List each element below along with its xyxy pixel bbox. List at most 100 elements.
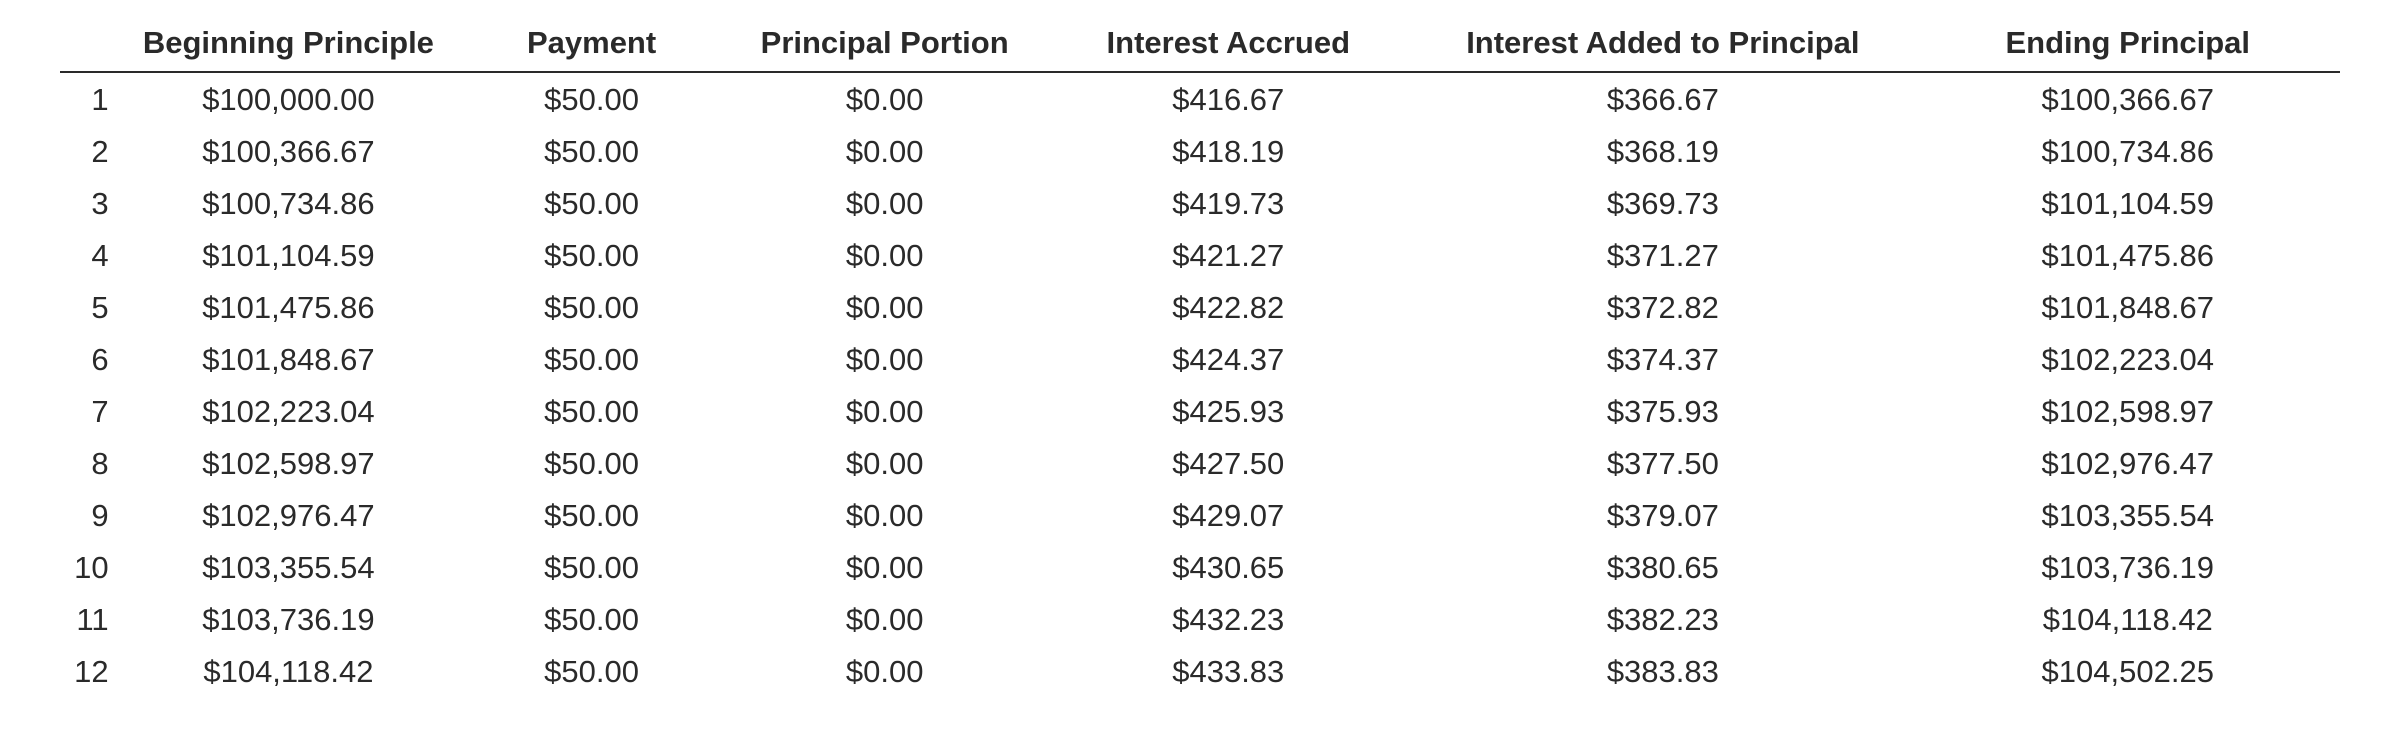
cell-beginning-principle: $104,118.42	[117, 645, 461, 697]
col-header-interest-accrued: Interest Accrued	[1046, 24, 1410, 72]
cell-ending-principal: $103,736.19	[1916, 541, 2341, 593]
cell-beginning-principle: $101,848.67	[117, 333, 461, 385]
cell-ending-principal: $104,118.42	[1916, 593, 2341, 645]
table-body: 1 $100,000.00 $50.00 $0.00 $416.67 $366.…	[60, 72, 2340, 697]
table-row: 2 $100,366.67 $50.00 $0.00 $418.19 $368.…	[60, 125, 2340, 177]
cell-ending-principal: $100,734.86	[1916, 125, 2341, 177]
cell-interest-accrued: $419.73	[1046, 177, 1410, 229]
cell-principal-portion: $0.00	[723, 281, 1046, 333]
table-row: 3 $100,734.86 $50.00 $0.00 $419.73 $369.…	[60, 177, 2340, 229]
cell-ending-principal: $101,475.86	[1916, 229, 2341, 281]
col-header-beginning-principle: Beginning Principle	[117, 24, 461, 72]
cell-payment: $50.00	[460, 593, 723, 645]
cell-rownum: 9	[60, 489, 117, 541]
cell-interest-accrued: $416.67	[1046, 72, 1410, 125]
cell-principal-portion: $0.00	[723, 72, 1046, 125]
cell-beginning-principle: $100,366.67	[117, 125, 461, 177]
table-row: 7 $102,223.04 $50.00 $0.00 $425.93 $375.…	[60, 385, 2340, 437]
col-header-ending-principal: Ending Principal	[1916, 24, 2341, 72]
cell-payment: $50.00	[460, 177, 723, 229]
cell-interest-accrued: $429.07	[1046, 489, 1410, 541]
cell-payment: $50.00	[460, 229, 723, 281]
cell-ending-principal: $102,223.04	[1916, 333, 2341, 385]
cell-rownum: 1	[60, 72, 117, 125]
table-row: 11 $103,736.19 $50.00 $0.00 $432.23 $382…	[60, 593, 2340, 645]
cell-rownum: 11	[60, 593, 117, 645]
cell-interest-added: $368.19	[1410, 125, 1915, 177]
cell-beginning-principle: $102,223.04	[117, 385, 461, 437]
cell-ending-principal: $103,355.54	[1916, 489, 2341, 541]
cell-ending-principal: $100,366.67	[1916, 72, 2341, 125]
col-header-payment: Payment	[460, 24, 723, 72]
table-row: 9 $102,976.47 $50.00 $0.00 $429.07 $379.…	[60, 489, 2340, 541]
cell-interest-accrued: $422.82	[1046, 281, 1410, 333]
cell-rownum: 8	[60, 437, 117, 489]
cell-ending-principal: $102,598.97	[1916, 385, 2341, 437]
col-header-rownum	[60, 24, 117, 72]
cell-principal-portion: $0.00	[723, 229, 1046, 281]
cell-interest-accrued: $427.50	[1046, 437, 1410, 489]
cell-principal-portion: $0.00	[723, 125, 1046, 177]
cell-payment: $50.00	[460, 281, 723, 333]
cell-payment: $50.00	[460, 437, 723, 489]
cell-interest-added: $382.23	[1410, 593, 1915, 645]
cell-interest-accrued: $421.27	[1046, 229, 1410, 281]
cell-interest-accrued: $433.83	[1046, 645, 1410, 697]
cell-principal-portion: $0.00	[723, 645, 1046, 697]
table-header-row: Beginning Principle Payment Principal Po…	[60, 24, 2340, 72]
cell-beginning-principle: $102,598.97	[117, 437, 461, 489]
cell-principal-portion: $0.00	[723, 541, 1046, 593]
cell-beginning-principle: $102,976.47	[117, 489, 461, 541]
cell-rownum: 10	[60, 541, 117, 593]
cell-interest-accrued: $425.93	[1046, 385, 1410, 437]
cell-principal-portion: $0.00	[723, 489, 1046, 541]
cell-interest-accrued: $432.23	[1046, 593, 1410, 645]
cell-interest-accrued: $430.65	[1046, 541, 1410, 593]
cell-interest-added: $375.93	[1410, 385, 1915, 437]
cell-principal-portion: $0.00	[723, 593, 1046, 645]
table-row: 8 $102,598.97 $50.00 $0.00 $427.50 $377.…	[60, 437, 2340, 489]
cell-interest-added: $372.82	[1410, 281, 1915, 333]
cell-interest-added: $383.83	[1410, 645, 1915, 697]
cell-interest-added: $369.73	[1410, 177, 1915, 229]
cell-payment: $50.00	[460, 489, 723, 541]
cell-beginning-principle: $101,104.59	[117, 229, 461, 281]
cell-payment: $50.00	[460, 385, 723, 437]
cell-payment: $50.00	[460, 333, 723, 385]
cell-interest-added: $374.37	[1410, 333, 1915, 385]
cell-payment: $50.00	[460, 125, 723, 177]
cell-payment: $50.00	[460, 645, 723, 697]
table-row: 12 $104,118.42 $50.00 $0.00 $433.83 $383…	[60, 645, 2340, 697]
cell-rownum: 7	[60, 385, 117, 437]
cell-principal-portion: $0.00	[723, 333, 1046, 385]
cell-interest-accrued: $418.19	[1046, 125, 1410, 177]
table-row: 10 $103,355.54 $50.00 $0.00 $430.65 $380…	[60, 541, 2340, 593]
cell-principal-portion: $0.00	[723, 385, 1046, 437]
cell-rownum: 6	[60, 333, 117, 385]
amortization-table: Beginning Principle Payment Principal Po…	[60, 24, 2340, 697]
cell-ending-principal: $101,104.59	[1916, 177, 2341, 229]
table-row: 6 $101,848.67 $50.00 $0.00 $424.37 $374.…	[60, 333, 2340, 385]
cell-rownum: 3	[60, 177, 117, 229]
cell-interest-added: $379.07	[1410, 489, 1915, 541]
cell-beginning-principle: $100,734.86	[117, 177, 461, 229]
cell-interest-added: $366.67	[1410, 72, 1915, 125]
cell-interest-added: $371.27	[1410, 229, 1915, 281]
cell-beginning-principle: $103,355.54	[117, 541, 461, 593]
cell-rownum: 12	[60, 645, 117, 697]
cell-interest-accrued: $424.37	[1046, 333, 1410, 385]
cell-rownum: 5	[60, 281, 117, 333]
table-header: Beginning Principle Payment Principal Po…	[60, 24, 2340, 72]
cell-payment: $50.00	[460, 541, 723, 593]
cell-principal-portion: $0.00	[723, 437, 1046, 489]
cell-beginning-principle: $103,736.19	[117, 593, 461, 645]
cell-ending-principal: $101,848.67	[1916, 281, 2341, 333]
amortization-table-container: Beginning Principle Payment Principal Po…	[0, 0, 2400, 697]
col-header-principal-portion: Principal Portion	[723, 24, 1046, 72]
cell-beginning-principle: $100,000.00	[117, 72, 461, 125]
cell-ending-principal: $104,502.25	[1916, 645, 2341, 697]
cell-beginning-principle: $101,475.86	[117, 281, 461, 333]
cell-payment: $50.00	[460, 72, 723, 125]
cell-rownum: 2	[60, 125, 117, 177]
cell-principal-portion: $0.00	[723, 177, 1046, 229]
